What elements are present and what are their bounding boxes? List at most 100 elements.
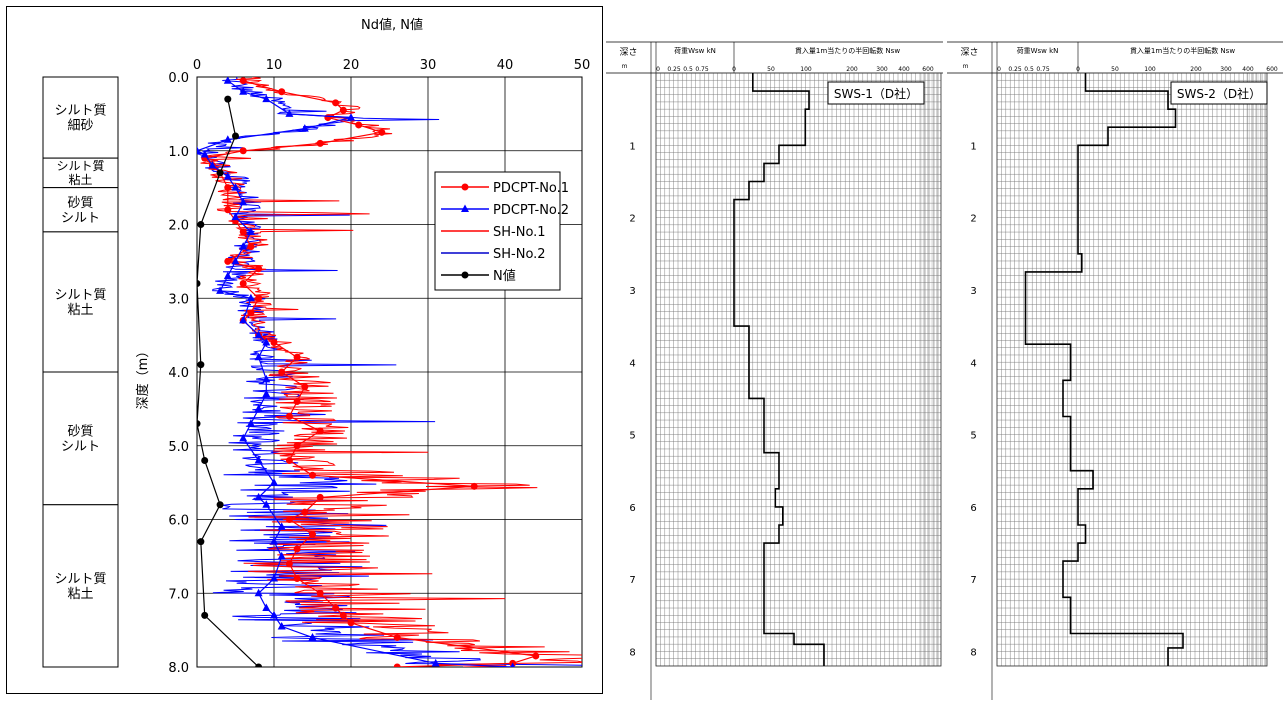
pdcpt-no-1-point — [301, 508, 309, 516]
pdcpt-no-2-point — [510, 662, 516, 667]
n-value-point — [216, 501, 224, 509]
stratum-label: シルト質 — [54, 288, 106, 303]
y-tick-label: 5.0 — [168, 440, 189, 455]
load-tick-label: 0.75 — [1036, 66, 1050, 73]
pdcpt-no-1-point — [239, 147, 247, 155]
pdcpt-no-2-point — [239, 433, 248, 442]
pdcpt-no-2-point — [262, 603, 271, 611]
pdcpt-no-1-point — [285, 516, 293, 523]
legend-marker — [461, 204, 469, 212]
stratum-label: シルト質 — [54, 572, 106, 587]
pdcpt-no-1-point — [339, 611, 347, 619]
stratum-box — [42, 157, 119, 189]
depth-tick-label: 4 — [629, 358, 635, 369]
pdcpt-no-2-point — [223, 135, 232, 143]
n-value-point — [201, 611, 209, 619]
depth-tick-label: 4 — [970, 358, 976, 369]
depth-tick-label: 1 — [970, 141, 976, 152]
pdcpt-no-1-point — [470, 482, 478, 490]
n-value-point — [197, 420, 201, 428]
depth-tick-label: 8 — [629, 648, 635, 659]
stratum-label: シルト — [61, 211, 100, 226]
x-tick-label: 0 — [193, 58, 201, 73]
pdcpt-no-1-point — [278, 368, 286, 376]
pdcpt-no-2-point — [277, 522, 286, 530]
nsw-tick-label: 50 — [1111, 66, 1119, 73]
depth-tick-label: 5 — [970, 431, 976, 442]
depth-header: 深さ — [960, 47, 978, 58]
grid-frame — [996, 72, 1268, 667]
pdcpt-no-2-point — [277, 551, 286, 560]
pdcpt-no-2-point — [254, 404, 263, 412]
pdcpt-no-1-point — [270, 339, 278, 346]
fine-grid — [655, 72, 942, 667]
depth-tick-label: 7 — [970, 575, 976, 586]
pdcpt-no-1-point — [239, 77, 247, 85]
pdcpt-no-2-point — [262, 374, 271, 383]
pdcpt-no-1-line — [203, 80, 536, 667]
nsw-tick-label: 400 — [1242, 66, 1254, 73]
stratum-label: 細砂 — [67, 119, 93, 134]
depth-tick-label: 1 — [629, 141, 635, 152]
sws-2-chart: 深さ m 荷重Wsw kN 貫入量1m当たりの半回転数 Nsw 0 0.25 0.5 0.75… — [947, 41, 1283, 700]
stratum-box — [42, 231, 119, 373]
y-tick-label: 1.0 — [168, 145, 189, 160]
pdcpt-no-1-point — [355, 121, 363, 129]
nsw-tick-label: 300 — [1220, 66, 1232, 73]
depth-tick-label: 6 — [970, 503, 976, 514]
pdcpt-no-2-point — [254, 456, 263, 464]
n-value-point — [197, 538, 205, 546]
pdcpt-no-2-point — [254, 492, 263, 501]
n-value-point — [232, 132, 239, 140]
nsw-tick-label: 0 — [1076, 66, 1080, 73]
n-value-point — [201, 457, 209, 464]
pdcpt-no-1-point — [224, 184, 232, 192]
pdcpt-no-2-point — [277, 621, 286, 630]
n-value-point — [255, 663, 263, 667]
stratum-label: 粘土 — [68, 172, 92, 187]
pdcpt-no-2-point — [239, 242, 248, 250]
pdcpt-no-1-point — [316, 139, 324, 147]
pdcpt-no-2-point — [254, 330, 263, 339]
pdcpt-no-2-point — [223, 172, 232, 180]
pdcpt-no-1-point — [378, 128, 386, 136]
pdcpt-no-1-point — [347, 619, 355, 627]
legend-marker — [461, 271, 469, 279]
chart-title: SWS-2（D社） — [1177, 86, 1261, 101]
chart-title: SWS-1（D社） — [834, 86, 918, 101]
pdcpt-no-2-point — [270, 574, 278, 582]
load-tick-label: 0.5 — [1024, 66, 1034, 73]
load-tick-label: 0 — [656, 66, 660, 73]
y-tick-label: 0.0 — [168, 71, 189, 86]
pdcpt-no-1-point — [247, 309, 255, 317]
pdcpt-no-2-point — [239, 315, 248, 324]
pdcpt-no-1-point — [224, 206, 232, 214]
n-value-point — [197, 221, 205, 228]
pdcpt-no-1-point — [293, 545, 301, 553]
pdcpt-no-1-point — [393, 634, 401, 641]
stratum-box — [42, 371, 119, 506]
y-tick-label: 2.0 — [168, 219, 189, 234]
pdcpt-no-1-point — [278, 88, 286, 96]
n-value-point — [197, 280, 201, 287]
y-tick-label: 8.0 — [168, 661, 189, 676]
tick-labels: 0 10 20 30 40 50 0.0 1.0 2.0 3.0 4.0 5.0 6.0 7.0 8.0 — [168, 58, 590, 676]
pdcpt-no-2-point — [231, 183, 240, 191]
depth-tick-label: 7 — [629, 575, 635, 586]
pdcpt-no-2-point — [270, 478, 278, 486]
title-box — [827, 81, 925, 105]
nsw-header: 貫入量1m当たりの半回転数 Nsw — [1130, 46, 1235, 55]
y-tick-label: 6.0 — [168, 514, 189, 529]
pdcpt-no-1-point — [247, 243, 255, 251]
pdcpt-no-1-point — [316, 427, 324, 435]
legend-label: PDCPT-No.1 — [493, 181, 569, 196]
nsw-tick-label: 600 — [922, 66, 934, 73]
pdcpt-no-2-point — [200, 149, 209, 158]
pdcpt-no-2-point — [246, 419, 255, 427]
pdcpt-no-1-point — [285, 457, 293, 464]
fine-grid — [996, 72, 1268, 667]
pdcpt-no-1-point — [332, 604, 340, 612]
pdcpt-no-2-point — [270, 537, 278, 545]
x-tick-label: 50 — [574, 58, 591, 73]
